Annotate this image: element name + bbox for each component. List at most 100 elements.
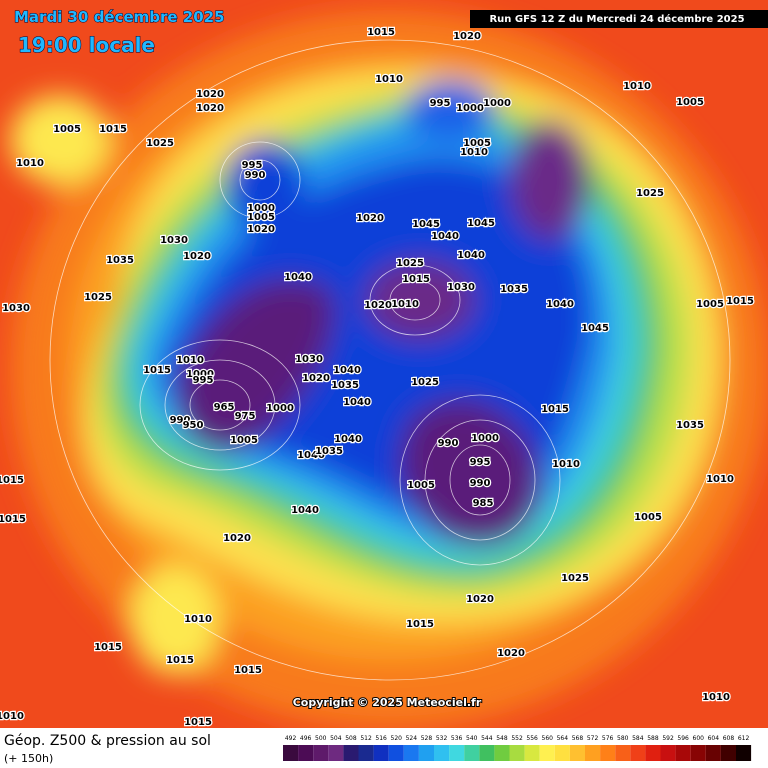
colorbar-swatch xyxy=(645,745,661,761)
pressure-label: 1010 xyxy=(184,614,212,625)
pressure-label: 1005 xyxy=(676,97,704,108)
pressure-label: 1040 xyxy=(343,397,371,408)
colorbar-swatch xyxy=(449,745,465,761)
pressure-label: 1010 xyxy=(623,81,651,92)
pressure-label: 1005 xyxy=(634,512,662,523)
pressure-label: 1020 xyxy=(196,103,224,114)
run-banner xyxy=(470,10,768,28)
copyright: Copyright © 2025 Meteociel.fr xyxy=(293,696,482,709)
colorbar-label: 580 xyxy=(617,735,629,742)
pressure-label: 1045 xyxy=(467,218,495,229)
pressure-label: 1045 xyxy=(412,219,440,230)
pressure-label: 1015 xyxy=(99,124,127,135)
colorbar-label: 564 xyxy=(557,735,569,742)
pressure-label: 1005 xyxy=(53,124,81,135)
pressure-label: 950 xyxy=(183,420,204,431)
pressure-label: 1025 xyxy=(561,573,589,584)
colorbar-label: 576 xyxy=(602,735,614,742)
pressure-label: 1020 xyxy=(364,300,392,311)
pressure-label: 1020 xyxy=(247,224,275,235)
colorbar-swatch xyxy=(403,745,419,761)
colorbar-swatch xyxy=(509,745,525,761)
pressure-label: 965 xyxy=(214,402,235,413)
pressure-label: 1035 xyxy=(331,380,359,391)
colorbar-label: 600 xyxy=(693,735,705,742)
colorbar-swatch xyxy=(660,745,676,761)
pressure-label: 1020 xyxy=(302,373,330,384)
pressure-label: 1040 xyxy=(284,272,312,283)
colorbar-label: 544 xyxy=(481,735,493,742)
colorbar-swatch xyxy=(328,745,344,761)
pressure-label: 985 xyxy=(473,498,494,509)
pressure-label: 1005 xyxy=(247,212,275,223)
lead-time: (+ 150h) xyxy=(4,752,53,765)
pressure-label: 1005 xyxy=(407,480,435,491)
pressure-label: 990 xyxy=(245,170,266,181)
pressure-label: 995 xyxy=(470,457,491,468)
colorbar-swatch xyxy=(524,745,540,761)
pressure-label: 1030 xyxy=(2,303,30,314)
colorbar-swatch xyxy=(388,745,404,761)
colorbar-label: 504 xyxy=(330,735,342,742)
pressure-label: 1015 xyxy=(367,27,395,38)
pressure-label: 1015 xyxy=(143,365,171,376)
run-info: Run GFS 12 Z du Mercredi 24 décembre 202… xyxy=(489,13,744,25)
pressure-label: 1020 xyxy=(356,213,384,224)
pressure-label: 1030 xyxy=(295,354,323,365)
pressure-label: 1010 xyxy=(0,711,24,722)
pressure-label: 1005 xyxy=(696,299,724,310)
colorbar-swatch xyxy=(690,745,706,761)
colorbar-swatch xyxy=(418,745,434,761)
pressure-label: 1000 xyxy=(483,98,511,109)
colorbar-label: 592 xyxy=(662,735,674,742)
colorbar-label: 568 xyxy=(572,735,584,742)
pressure-label: 1000 xyxy=(471,433,499,444)
pressure-label: 1000 xyxy=(247,203,275,214)
colorbar-swatch xyxy=(736,745,752,761)
colorbar-label: 588 xyxy=(647,735,659,742)
colorbar-label: 552 xyxy=(511,735,523,742)
colorbar-swatch xyxy=(675,745,691,761)
footer-title: Géop. Z500 & pression au sol xyxy=(4,733,211,749)
pressure-label: 1015 xyxy=(402,274,430,285)
pressure-label: 1040 xyxy=(457,250,485,261)
colorbar-label: 508 xyxy=(345,735,357,742)
pressure-label: 1025 xyxy=(146,138,174,149)
forecast-time: 19:00 locale xyxy=(18,33,155,57)
colorbar-label: 560 xyxy=(542,735,554,742)
pressure-label: 1025 xyxy=(84,292,112,303)
pressure-label: 1005 xyxy=(230,435,258,446)
pressure-label: 1000 xyxy=(456,103,484,114)
colorbar-label: 532 xyxy=(436,735,448,742)
pressure-label: 1015 xyxy=(726,296,754,307)
colorbar-label: 612 xyxy=(738,735,750,742)
forecast-date: Mardi 30 décembre 2025 xyxy=(14,8,225,26)
pressure-label: 1015 xyxy=(94,642,122,653)
pressure-label: 1015 xyxy=(184,717,212,728)
pressure-label: 1040 xyxy=(291,505,319,516)
pressure-label: 1045 xyxy=(581,323,609,334)
colorbar-swatch xyxy=(298,745,314,761)
colorbar-swatch xyxy=(494,745,510,761)
colorbar-swatch xyxy=(479,745,495,761)
colorbar-label: 584 xyxy=(632,735,644,742)
pressure-label: 995 xyxy=(193,375,214,386)
pressure-label: 995 xyxy=(242,160,263,171)
colorbar-swatch xyxy=(615,745,631,761)
pressure-label: 1015 xyxy=(406,619,434,630)
colorbar-label: 548 xyxy=(496,735,508,742)
pressure-label: 1040 xyxy=(334,434,362,445)
pressure-label: 1020 xyxy=(453,31,481,42)
pressure-label: 1030 xyxy=(160,235,188,246)
pressure-label: 1020 xyxy=(466,594,494,605)
colorbar-label: 556 xyxy=(526,735,538,742)
pressure-label: 1035 xyxy=(106,255,134,266)
colorbar-swatch xyxy=(358,745,374,761)
pressure-label: 1010 xyxy=(176,355,204,366)
colorbar-swatch xyxy=(585,745,601,761)
colorbar-label: 524 xyxy=(406,735,418,742)
colorbar-swatch xyxy=(569,745,585,761)
pressure-label: 1010 xyxy=(702,692,730,703)
